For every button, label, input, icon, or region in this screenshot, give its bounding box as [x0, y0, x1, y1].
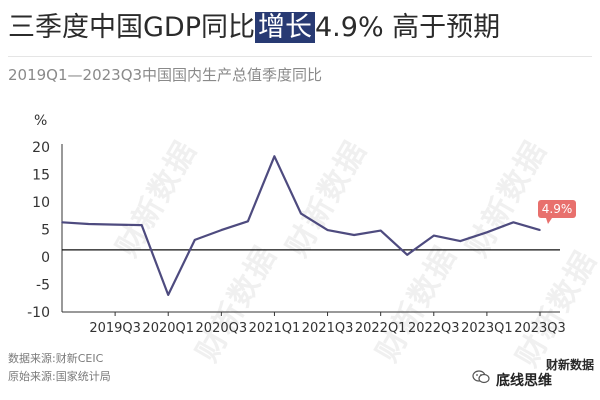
y-tick-label: 0 — [41, 250, 50, 266]
original-source-note: 原始来源:国家统计局 — [8, 370, 111, 383]
callout-label: 4.9% — [542, 202, 573, 216]
data-point — [114, 223, 116, 226]
series-line-gdp — [61, 155, 541, 296]
x-tick-label: 2019Q3 — [89, 321, 141, 336]
x-tick-label: 2023Q3 — [514, 321, 566, 336]
data-point — [247, 220, 249, 223]
x-tick-label: 2021Q3 — [302, 321, 354, 336]
data-point — [432, 234, 435, 237]
data-point — [539, 229, 541, 231]
page-title: 三季度中国GDP同比 增长 4.9% 高于预期 — [8, 6, 500, 50]
y-axis-unit-label: % — [34, 113, 47, 129]
callout-bubble — [538, 200, 576, 219]
data-point — [486, 231, 488, 234]
data-point — [300, 212, 302, 215]
x-tick-label: 2020Q3 — [196, 321, 248, 336]
title-divider — [8, 56, 592, 57]
data-point — [326, 229, 329, 231]
x-tick-label: 2023Q1 — [461, 321, 513, 336]
callout-pointer — [546, 218, 552, 225]
data-point — [61, 221, 63, 224]
data-point — [140, 224, 143, 226]
data-point — [406, 254, 409, 256]
data-point — [273, 155, 276, 158]
data-point — [167, 294, 170, 296]
title-highlight: 增长 — [255, 12, 315, 43]
data-point — [220, 229, 223, 231]
chart-subtitle: 2019Q1—2023Q3中国国内生产总值季度同比 — [8, 66, 323, 84]
data-source-note: 数据来源:财新CEIC — [8, 352, 104, 365]
brand-logo: 财新数据 — [545, 358, 594, 372]
data-point — [193, 239, 196, 241]
data-point — [87, 223, 90, 225]
data-point — [379, 229, 382, 232]
y-tick-label: 20 — [32, 140, 50, 156]
wechat-icon — [472, 370, 490, 384]
y-tick-label: 15 — [32, 168, 50, 184]
x-tick-label: 2022Q3 — [408, 321, 460, 336]
y-tick-label: 10 — [32, 195, 50, 211]
y-tick-label: -5 — [36, 278, 50, 294]
data-point — [353, 234, 355, 236]
x-tick-label: 2021Q1 — [249, 321, 301, 336]
y-tick-label: -10 — [27, 305, 50, 321]
data-point — [512, 221, 515, 224]
data-point — [459, 240, 462, 242]
title-before: 三季度中国GDP同比 — [8, 12, 255, 43]
x-tick-label: 2022Q1 — [355, 321, 407, 336]
title-after: 4.9% 高于预期 — [315, 12, 501, 43]
wechat-account-name: 底线思维 — [496, 373, 552, 389]
x-tick-label: 2020Q1 — [142, 321, 194, 336]
y-tick-label: 5 — [41, 223, 50, 239]
